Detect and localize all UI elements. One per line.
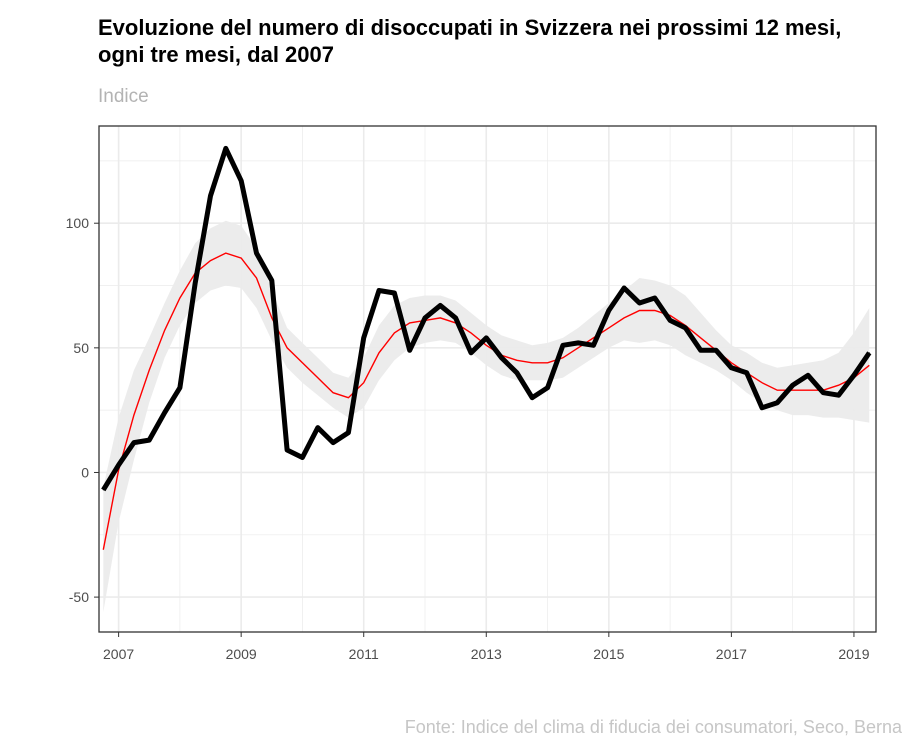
data-point (822, 392, 824, 394)
data-point (623, 287, 625, 289)
data-point (792, 384, 794, 386)
data-point (301, 457, 303, 458)
data-point (347, 432, 349, 434)
data-point (669, 319, 671, 321)
data-point (868, 352, 870, 354)
data-point (148, 439, 150, 441)
data-point (547, 387, 549, 389)
data-point (838, 394, 840, 396)
data-point (761, 407, 763, 409)
confidence-band (103, 220, 870, 613)
data-point (102, 489, 104, 491)
data-point (424, 317, 426, 319)
chart-title-line1: Evoluzione del numero di disoccupati in … (98, 15, 842, 40)
x-tick-label: 2009 (226, 646, 257, 662)
series-layer (101, 145, 872, 550)
data-point (317, 427, 319, 429)
data-point (531, 397, 533, 399)
data-point (470, 352, 472, 354)
data-point (730, 367, 732, 369)
data-point (179, 387, 181, 389)
data-point (393, 292, 395, 294)
data-point (776, 402, 778, 404)
data-point (715, 349, 717, 351)
data-point (439, 305, 441, 306)
data-point (363, 337, 365, 339)
data-point (133, 442, 135, 444)
y-tick-label: 0 (81, 464, 89, 480)
data-point (240, 180, 242, 182)
data-point (225, 147, 227, 149)
data-point (271, 280, 273, 281)
data-point (807, 374, 809, 376)
data-point (608, 310, 610, 311)
data-point (853, 374, 855, 376)
x-tick-label: 2013 (471, 646, 502, 662)
data-point (593, 344, 594, 346)
data-point (378, 290, 380, 291)
data-point (684, 327, 686, 329)
data-point (746, 372, 748, 374)
chart-title: Evoluzione del numero di disoccupati in … (98, 14, 918, 68)
data-point (577, 342, 579, 344)
chart-caption: Fonte: Indice del clima di fiducia dei c… (404, 717, 902, 737)
confidence-band-layer (103, 220, 870, 613)
y-tick-label: 50 (73, 340, 89, 356)
data-point (562, 344, 564, 346)
y-tick-label: -50 (69, 589, 89, 605)
chart-subtitle: Indice (98, 86, 149, 107)
data-point (501, 357, 503, 359)
data-point (332, 442, 334, 444)
data-point (164, 412, 166, 414)
data-point (485, 337, 487, 339)
data-point (700, 349, 702, 351)
data-point (210, 195, 211, 197)
data-point (256, 252, 257, 254)
y-tick-label: 100 (66, 215, 90, 231)
data-point (639, 302, 640, 304)
data-point (286, 449, 288, 451)
data-point (118, 464, 120, 466)
x-tick-label: 2015 (593, 646, 624, 662)
x-tick-label: 2017 (716, 646, 747, 662)
x-tick-label: 2011 (349, 646, 379, 662)
data-point (455, 317, 457, 319)
chart-title-line2: ogni tre mesi, dal 2007 (98, 42, 334, 67)
x-tick-label: 2007 (103, 646, 134, 662)
data-point (654, 297, 656, 299)
data-point (409, 349, 411, 351)
axis-layer: 2007 2009 2011 2013 2015 2017 2019 -50 0 50 100 (66, 215, 870, 662)
plot-frame (98, 125, 877, 633)
x-tick-label: 2019 (838, 646, 869, 662)
data-point (516, 372, 518, 374)
data-point (194, 282, 196, 284)
